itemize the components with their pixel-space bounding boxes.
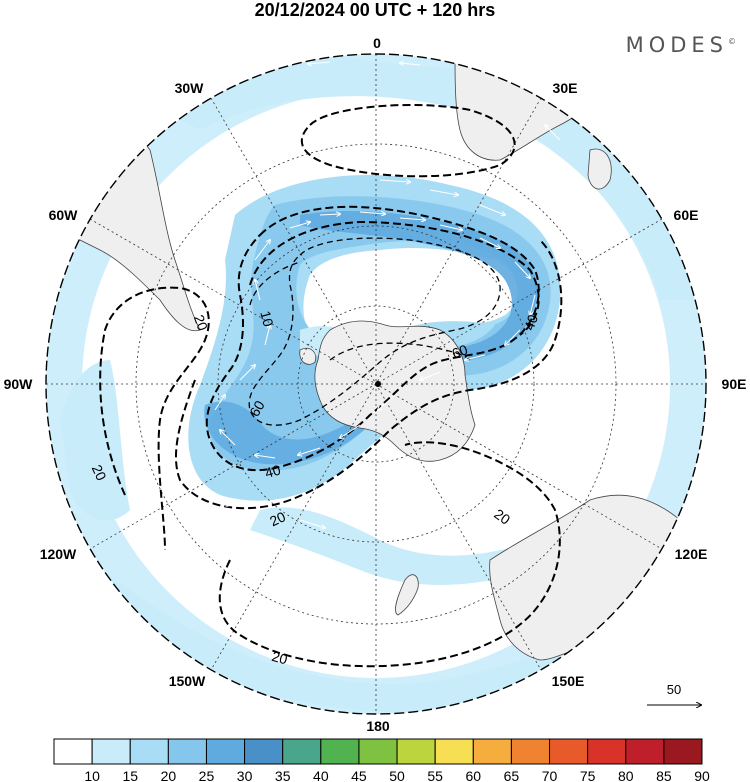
contour-labels: 20 10 20 20 40 40 60 60 20 20 20 — [89, 309, 542, 667]
colorbar-swatch — [510, 738, 551, 765]
map-boundary — [45, 53, 707, 715]
colorbar-swatch — [625, 738, 665, 765]
contour-label: 20 — [270, 648, 289, 668]
colorbar-swatch — [320, 738, 360, 765]
colorbar-swatch — [396, 738, 436, 765]
contour-label: 40 — [263, 461, 282, 481]
longitude-labels: 0 30E 60E 90E 120E 150E 180 150W 120W 90… — [4, 35, 747, 734]
contour-label: 40 — [521, 312, 541, 332]
lon-label-120w: 120W — [40, 546, 77, 562]
colorbar-swatch — [205, 738, 246, 765]
south-pole-marker — [375, 381, 381, 387]
lon-label-60e: 60E — [674, 207, 699, 223]
lon-label-150w: 150W — [169, 673, 206, 689]
colorbar-label: 75 — [580, 768, 596, 782]
lon-label-150e: 150E — [552, 673, 585, 689]
lon-label-90w: 90W — [4, 376, 34, 392]
vector-reference-label: 50 — [667, 682, 681, 697]
colorbar-label: 65 — [504, 768, 520, 782]
height-contours-thin — [248, 237, 501, 426]
lon-label-90e: 90E — [722, 376, 747, 392]
map-title: 20/12/2024 00 UTC + 120 hrs — [254, 0, 496, 20]
lon-label-120e: 120E — [675, 546, 708, 562]
contour-label: 20 — [89, 462, 110, 483]
contour-label: 60 — [450, 341, 470, 361]
colorbar-label: 10 — [84, 768, 100, 782]
colorbar-label: 45 — [351, 768, 367, 782]
colorbar-swatch — [434, 738, 474, 765]
colorbar-swatch — [358, 738, 398, 765]
colorbar-label: 25 — [199, 768, 215, 782]
colorbar-label: 40 — [313, 768, 329, 782]
colorbar-label: 50 — [389, 768, 405, 782]
colorbar-label: 20 — [161, 768, 177, 782]
colorbar-label: 70 — [542, 768, 558, 782]
colorbar-label: 55 — [427, 768, 443, 782]
colorbar-swatch — [282, 738, 322, 765]
contour-label: 60 — [246, 398, 268, 420]
colorbar-swatch — [587, 738, 627, 765]
lon-label-0: 0 — [373, 35, 381, 51]
colorbar-swatch — [53, 738, 93, 765]
contour-label: 20 — [191, 313, 211, 333]
colorbar-label: 85 — [656, 768, 672, 782]
colorbar-label: 15 — [122, 768, 138, 782]
height-contours — [99, 104, 563, 668]
lon-label-60w: 60W — [49, 207, 79, 223]
colorbar-label: 90 — [694, 768, 710, 782]
contour-label: 20 — [267, 508, 288, 529]
colorbar-swatch — [129, 738, 169, 765]
colorbar-label: 80 — [618, 768, 634, 782]
lon-label-180: 180 — [366, 718, 390, 734]
colorbar-swatch — [663, 738, 703, 765]
colorbar-swatch — [472, 738, 512, 765]
colorbar-label: 60 — [466, 768, 482, 782]
colorbar-label: 35 — [275, 768, 291, 782]
colorbar-swatch — [549, 738, 589, 765]
colorbar-swatch — [91, 738, 131, 765]
contour-label: 20 — [491, 506, 513, 528]
brand-logo: MODES© — [625, 33, 736, 57]
colorbar-swatch — [167, 738, 207, 765]
colorbar-label: 30 — [237, 768, 253, 782]
lon-label-30w: 30W — [175, 80, 205, 96]
colorbar: 10 15 20 25 30 35 40 45 50 55 60 65 70 75 80 85 90 — [53, 738, 710, 782]
contour-label: 10 — [257, 309, 277, 328]
lon-label-30e: 30E — [553, 80, 578, 96]
colorbar-swatch — [244, 738, 284, 765]
